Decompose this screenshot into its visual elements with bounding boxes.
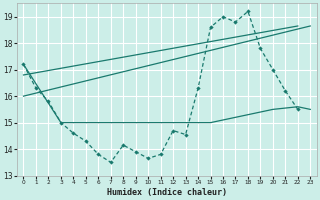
- X-axis label: Humidex (Indice chaleur): Humidex (Indice chaleur): [107, 188, 227, 197]
